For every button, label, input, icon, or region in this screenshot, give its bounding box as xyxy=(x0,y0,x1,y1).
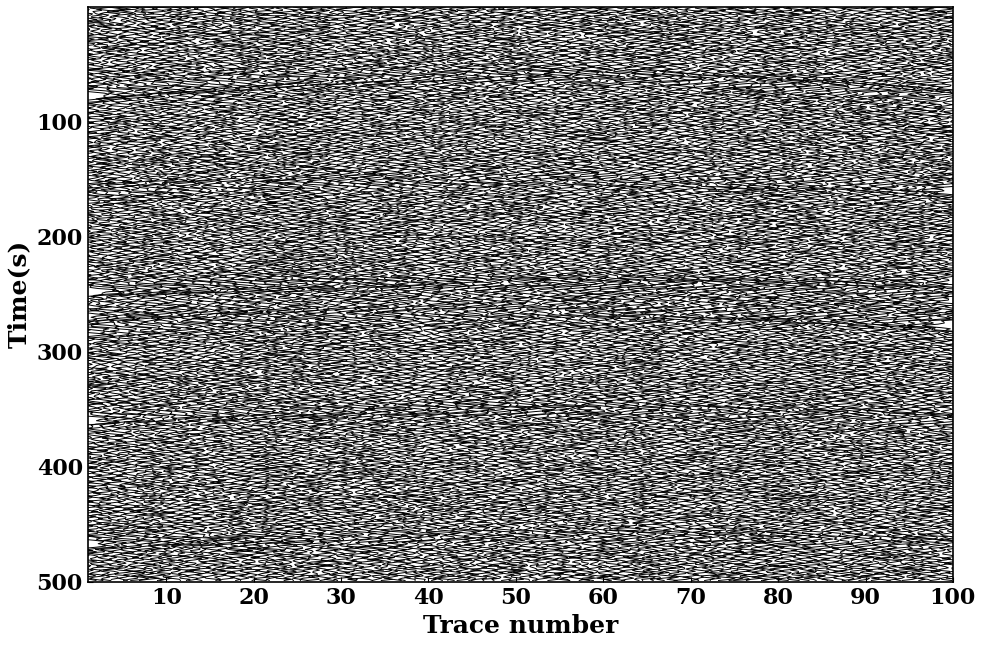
X-axis label: Trace number: Trace number xyxy=(423,614,618,638)
Y-axis label: Time(s): Time(s) xyxy=(7,240,30,348)
